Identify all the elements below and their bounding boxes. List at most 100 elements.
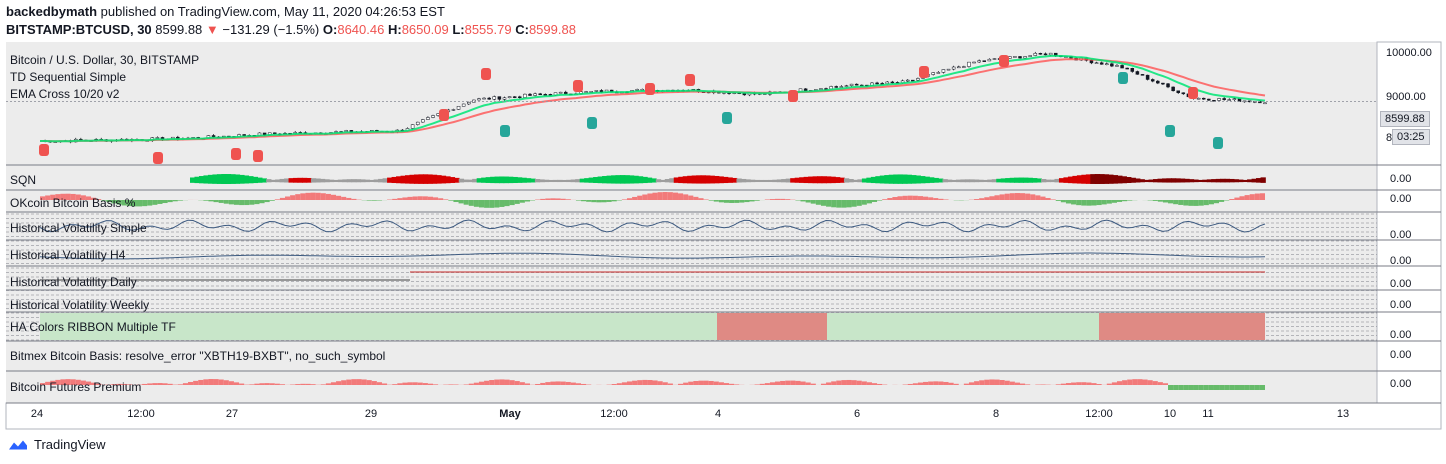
candle [451,109,456,111]
premium-bar [841,380,847,385]
candle [558,91,563,94]
candle [1212,100,1216,102]
x-tick-label: 12:00 [127,408,155,420]
candle [1161,82,1165,85]
candle [819,88,823,90]
pane-label[interactable]: OKcoin Bitcoin Basis % [10,196,136,210]
premium-bar [943,381,949,385]
sqn-bar [593,177,599,183]
ha-ribbon-segment [717,313,827,340]
basis-bar [785,199,791,200]
sqn-bar [306,177,312,183]
pane-label[interactable]: SQN [10,173,37,187]
basis-bar [621,199,627,200]
premium-bar [40,383,46,385]
basis-bar [902,195,908,200]
premium-bar [269,383,275,385]
pane-label[interactable]: Historical Volatility Weekly [10,298,150,312]
sqn-bar [1166,178,1172,183]
premium-bar [484,380,490,385]
sqn-bar [252,176,259,184]
premium-bar [1213,385,1220,390]
basis-bar [1106,200,1112,204]
premium-bar [1178,385,1184,390]
basis-bar [1168,200,1174,204]
ha-ribbon-segment [1099,313,1265,340]
sqn-bar [319,178,326,183]
indicator-td-sequential[interactable]: TD Sequential Simple [10,70,127,84]
premium-bar [1168,385,1174,390]
basis-bar [744,200,750,203]
basis-bar [290,195,296,200]
indicator-ema-cross[interactable]: EMA Cross 10/20 v2 [10,87,120,101]
premium-bar [1198,385,1204,390]
basis-bar [754,200,760,201]
premium-bar [325,383,331,385]
premium-bar [376,382,382,385]
pane-label[interactable]: Bitmex Bitcoin Basis: resolve_error "XBT… [10,349,386,363]
candle [885,81,890,84]
pane-value: 0.00 [1390,278,1412,290]
basis-bar [433,197,439,200]
sqn-bar [293,177,299,183]
candle [1110,63,1114,67]
premium-bar [417,382,423,385]
pane-label[interactable]: Historical Volatility Simple [10,221,147,235]
tradingview-footer[interactable]: TradingView [8,437,106,452]
candle [1140,74,1145,76]
premium-bar [764,383,770,385]
basis-bar [581,200,587,202]
basis-bar [336,195,342,200]
basis-bar [923,196,929,200]
sqn-bar [973,179,980,183]
sqn-bar [1027,177,1033,183]
basis-bar [147,200,153,206]
basis-bar [121,200,127,206]
pane-label[interactable]: Bitcoin Futures Premium [10,380,142,394]
sqn-bar [579,178,585,183]
premium-bar [923,381,929,385]
candle [844,85,849,87]
sqn-bar [852,179,859,183]
sqn-bar [1220,178,1226,183]
pane-label[interactable]: Historical Volatility H4 [10,248,126,262]
premium-bar [433,384,439,385]
premium-bar [1193,385,1199,390]
premium-bar [96,383,102,385]
sqn-bar [212,174,218,184]
premium-bar [1025,384,1031,385]
basis-bar [1259,193,1265,200]
basis-bar [1050,199,1056,200]
premium-bar [1219,385,1225,390]
pane-label[interactable]: Historical Volatility Daily [10,275,137,289]
premium-bar [468,383,474,385]
sqn-bar [405,175,411,184]
basis-bar [1213,200,1220,204]
basis-bar [162,200,168,204]
candle [1013,56,1017,58]
sqn-bar [190,177,196,183]
basis-bar [678,193,684,200]
sqn-bar [924,176,930,184]
premium-bar [1009,381,1015,385]
author-name[interactable]: backedbymath [6,4,98,19]
basis-bar [106,200,112,203]
basis-bar [177,200,183,201]
basis-bar [259,200,265,204]
td-sequential-marker [1165,125,1175,137]
tradingview-logo-icon [9,440,27,449]
candle [1130,68,1135,72]
sqn-bar [803,176,809,184]
sqn-bar [1085,174,1092,184]
candle [594,90,599,92]
sqn-bar [369,179,375,183]
basis-bar [805,200,811,203]
premium-bar [974,381,980,385]
sqn-bar [1112,175,1119,184]
premium-bar [356,379,362,385]
premium-bar [1004,380,1010,385]
sqn-bar [243,175,250,184]
pane-label[interactable]: HA Colors RIBBON Multiple TF [10,320,176,334]
sqn-bar [1130,177,1136,183]
